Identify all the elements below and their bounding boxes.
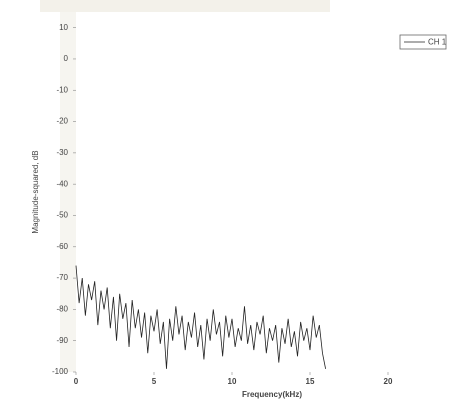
y-tick-label: -70 <box>56 273 68 282</box>
y-tick-label: -80 <box>56 305 68 314</box>
x-tick-label: 5 <box>152 377 157 386</box>
y-tick-label: -50 <box>56 211 68 220</box>
y-tick-label: -20 <box>56 117 68 126</box>
y-tick-label: -10 <box>56 85 68 94</box>
x-tick-label: 0 <box>74 377 79 386</box>
y-tick-label: -60 <box>56 242 68 251</box>
axis-band <box>60 12 76 372</box>
x-axis-label: Frequency(kHz) <box>242 390 302 399</box>
spectrum-line <box>75 265 326 369</box>
legend-label: CH 1 <box>428 38 447 47</box>
y-tick-label: -100 <box>52 367 69 376</box>
x-tick-label: 10 <box>228 377 237 386</box>
y-tick-label: 10 <box>59 23 68 32</box>
y-axis-label: Magnitude-squared, dB <box>31 150 40 233</box>
y-tick-label: -30 <box>56 148 68 157</box>
y-tick-label: -90 <box>56 336 68 345</box>
plot-header-band <box>40 0 330 12</box>
x-tick-label: 20 <box>384 377 393 386</box>
y-tick-label: -40 <box>56 179 68 188</box>
y-tick-label: 0 <box>64 54 69 63</box>
x-tick-label: 15 <box>306 377 315 386</box>
